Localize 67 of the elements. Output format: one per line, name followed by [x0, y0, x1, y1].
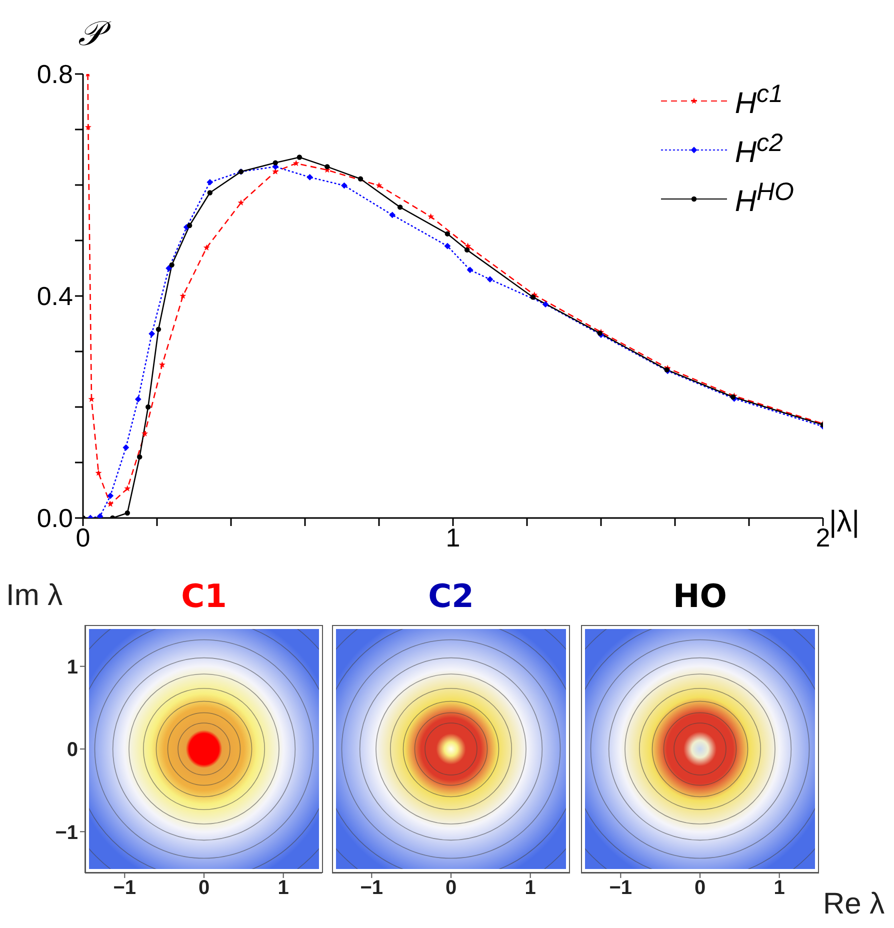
point	[146, 404, 151, 410]
point	[292, 160, 300, 166]
x-tick-label: 0	[198, 877, 210, 900]
x-tick-label: −1	[360, 877, 384, 900]
point	[358, 176, 364, 182]
y-axis-title: Im λ	[6, 579, 63, 613]
point	[542, 301, 549, 308]
point	[238, 199, 244, 206]
y-tick-label: 1	[66, 656, 78, 678]
x-tick-label: 1	[446, 522, 460, 552]
chart-title: HO	[672, 577, 728, 615]
point	[296, 154, 302, 160]
x-tick-label: 0	[694, 877, 706, 900]
point	[169, 262, 174, 268]
point	[341, 182, 348, 189]
point	[156, 326, 162, 332]
point	[95, 470, 102, 476]
point	[107, 492, 114, 499]
x-tick-label: 1	[278, 877, 289, 900]
point	[530, 294, 536, 300]
legend-label: H$^{c2}$	[734, 129, 783, 170]
y-tick-label: 0	[66, 739, 78, 762]
x-tick-label: 0	[445, 877, 457, 900]
point	[306, 174, 314, 180]
point	[142, 430, 148, 436]
x-tick-label: −1	[113, 877, 136, 900]
point	[96, 513, 104, 518]
point	[324, 164, 330, 170]
point	[272, 160, 278, 166]
point	[207, 190, 213, 196]
point	[389, 212, 396, 218]
point	[148, 330, 156, 337]
point	[444, 242, 451, 250]
chart-title: C1	[180, 577, 228, 615]
point	[376, 182, 382, 188]
point	[124, 485, 131, 492]
point	[397, 204, 403, 210]
y-tick-label: −1	[55, 822, 78, 844]
point	[180, 292, 186, 299]
x-tick-label: 1	[774, 877, 785, 900]
y-tick-label: 0.0	[36, 503, 73, 534]
point	[186, 222, 192, 228]
x-axis-title: Re λ	[823, 888, 885, 921]
point	[124, 510, 130, 516]
point	[464, 247, 470, 253]
x-tick-label: 2	[816, 522, 830, 552]
point	[158, 361, 166, 368]
x-tick-label: −1	[609, 877, 632, 900]
point	[206, 179, 214, 186]
point	[272, 168, 279, 174]
point	[486, 276, 494, 283]
y-tick-label: 0.8	[36, 59, 73, 90]
point	[466, 266, 474, 274]
y-tick-label: 0.4	[36, 281, 73, 312]
point	[107, 500, 114, 507]
x-tick-label: 1	[524, 877, 536, 900]
chart-title: C2	[427, 577, 475, 615]
point	[137, 454, 142, 460]
point	[444, 231, 450, 236]
legend-label: H$^{c1}$	[734, 80, 783, 121]
legend-label: H$^{HO}$	[734, 178, 794, 219]
x-axis-title: |λ|	[829, 506, 860, 539]
point	[428, 213, 434, 220]
point	[203, 244, 210, 250]
point	[134, 396, 142, 402]
point	[122, 444, 130, 451]
point	[166, 265, 172, 272]
